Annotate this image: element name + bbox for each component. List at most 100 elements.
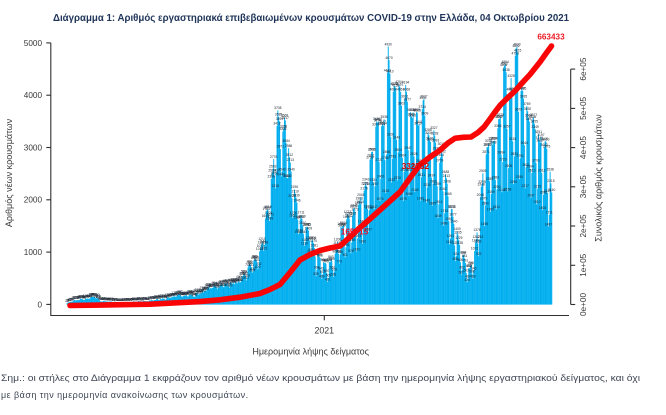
svg-text:2403: 2403 — [377, 174, 385, 178]
svg-text:141: 141 — [191, 293, 197, 297]
svg-text:3577: 3577 — [530, 113, 538, 117]
svg-text:424: 424 — [238, 278, 244, 282]
svg-text:2299: 2299 — [510, 180, 518, 184]
svg-text:87: 87 — [73, 296, 77, 300]
svg-text:779: 779 — [323, 259, 329, 263]
svg-text:574: 574 — [242, 270, 248, 274]
svg-text:53: 53 — [113, 297, 117, 301]
svg-text:1485: 1485 — [303, 222, 311, 226]
svg-text:265: 265 — [204, 286, 210, 290]
svg-text:1981: 1981 — [417, 197, 425, 201]
svg-text:3140: 3140 — [536, 136, 544, 140]
svg-text:154: 154 — [174, 292, 180, 296]
svg-text:2413: 2413 — [443, 174, 451, 178]
svg-text:1487: 1487 — [545, 222, 553, 226]
svg-text:47: 47 — [122, 298, 126, 302]
svg-text:146: 146 — [170, 293, 176, 297]
svg-text:797: 797 — [322, 258, 328, 262]
svg-text:750: 750 — [468, 261, 474, 265]
svg-text:2828: 2828 — [410, 152, 418, 156]
svg-text:73: 73 — [148, 296, 152, 300]
svg-text:604: 604 — [249, 269, 255, 273]
svg-text:60: 60 — [108, 297, 112, 301]
svg-text:664: 664 — [314, 265, 320, 269]
svg-text:3e+05: 3e+05 — [579, 175, 588, 198]
svg-text:44: 44 — [111, 298, 115, 302]
svg-text:332752: 332752 — [402, 162, 430, 171]
svg-text:1161: 1161 — [259, 239, 266, 243]
svg-text:76: 76 — [72, 296, 76, 300]
svg-text:1890: 1890 — [482, 201, 490, 205]
svg-text:1595: 1595 — [266, 217, 274, 221]
svg-text:3018: 3018 — [438, 142, 446, 146]
svg-text:Ημερομηνία λήψης δείγματος: Ημερομηνία λήψης δείγματος — [252, 347, 369, 357]
svg-text:108: 108 — [78, 295, 84, 299]
svg-text:418: 418 — [234, 278, 240, 282]
svg-text:1170: 1170 — [310, 239, 317, 243]
svg-text:415: 415 — [224, 278, 230, 282]
svg-text:3678: 3678 — [515, 108, 523, 112]
svg-text:1631: 1631 — [343, 215, 351, 219]
svg-text:1495: 1495 — [481, 222, 489, 226]
svg-text:111: 111 — [93, 294, 98, 298]
svg-text:1471: 1471 — [302, 223, 310, 227]
svg-text:535: 535 — [239, 272, 245, 276]
svg-text:100: 100 — [79, 295, 85, 299]
svg-text:489: 489 — [319, 275, 325, 279]
svg-text:151: 151 — [185, 292, 191, 296]
svg-text:431: 431 — [325, 278, 331, 282]
svg-text:418: 418 — [228, 278, 234, 282]
svg-text:2259: 2259 — [434, 182, 442, 186]
svg-text:1481: 1481 — [304, 223, 312, 227]
svg-text:53: 53 — [104, 297, 108, 301]
svg-text:1798: 1798 — [365, 206, 373, 210]
svg-text:6e+05: 6e+05 — [579, 57, 588, 80]
svg-text:4204: 4204 — [395, 80, 403, 84]
svg-text:2514: 2514 — [268, 169, 276, 173]
svg-text:1225: 1225 — [306, 236, 314, 240]
svg-text:43: 43 — [117, 298, 121, 302]
svg-text:3048: 3048 — [489, 141, 497, 145]
svg-text:1400: 1400 — [453, 227, 461, 231]
svg-text:138: 138 — [165, 293, 171, 297]
svg-text:2488: 2488 — [442, 170, 450, 174]
svg-text:4064: 4064 — [390, 88, 398, 92]
svg-text:98: 98 — [160, 295, 164, 299]
svg-text:212: 212 — [194, 289, 200, 293]
svg-text:3397: 3397 — [372, 122, 380, 126]
svg-text:1591: 1591 — [445, 217, 453, 221]
svg-text:59: 59 — [145, 297, 149, 301]
svg-text:1163: 1163 — [474, 239, 481, 243]
svg-text:2096: 2096 — [540, 191, 548, 195]
svg-text:150: 150 — [173, 292, 179, 296]
svg-text:67: 67 — [102, 297, 106, 301]
svg-text:711: 711 — [249, 263, 254, 267]
svg-text:54: 54 — [138, 297, 142, 301]
svg-text:22: 22 — [65, 299, 69, 303]
svg-text:1620: 1620 — [294, 215, 302, 219]
svg-text:3197: 3197 — [537, 133, 545, 137]
svg-text:3234: 3234 — [425, 131, 433, 135]
svg-text:322: 322 — [217, 283, 223, 287]
svg-text:85: 85 — [154, 296, 158, 300]
svg-text:214: 214 — [193, 289, 199, 293]
svg-text:4328: 4328 — [507, 74, 515, 78]
svg-text:3583: 3583 — [408, 113, 416, 117]
svg-text:147: 147 — [90, 292, 96, 296]
svg-text:2804: 2804 — [399, 153, 407, 157]
svg-text:3609: 3609 — [421, 111, 429, 115]
svg-text:457: 457 — [244, 276, 250, 280]
svg-text:144: 144 — [170, 293, 176, 297]
svg-text:1642: 1642 — [346, 214, 354, 218]
svg-text:2540: 2540 — [278, 167, 286, 171]
svg-text:3669: 3669 — [409, 108, 417, 112]
svg-text:3563: 3563 — [409, 114, 417, 118]
svg-text:2529: 2529 — [400, 168, 408, 172]
svg-text:588: 588 — [469, 269, 475, 273]
svg-text:165: 165 — [178, 292, 184, 296]
svg-text:45: 45 — [127, 298, 131, 302]
svg-text:2119: 2119 — [292, 189, 299, 193]
svg-text:968: 968 — [336, 250, 342, 254]
svg-text:4438: 4438 — [502, 68, 510, 72]
svg-text:2538: 2538 — [546, 167, 554, 171]
